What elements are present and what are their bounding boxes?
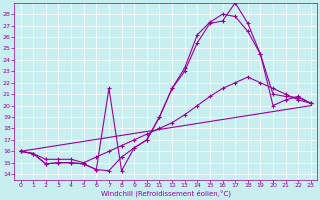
X-axis label: Windchill (Refroidissement éolien,°C): Windchill (Refroidissement éolien,°C) [101, 190, 231, 197]
